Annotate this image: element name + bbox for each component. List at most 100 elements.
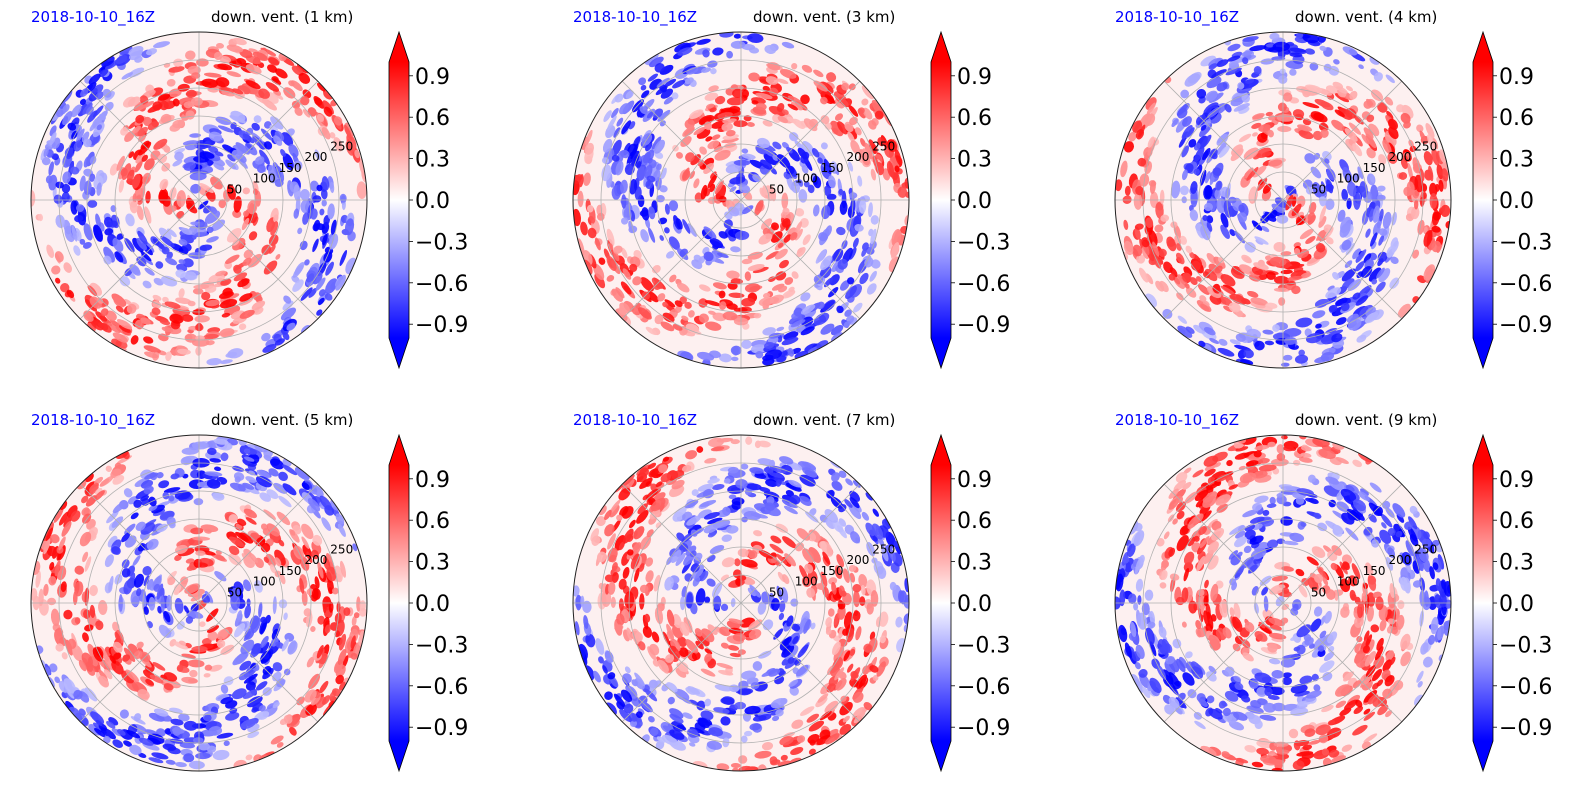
- panel-5-colorbar-tick: 0.3: [957, 551, 992, 576]
- panel-5-title: down. vent. (7 km): [753, 411, 896, 429]
- panel-1-grid-spoke: [198, 80, 319, 201]
- panel-5-rtick-100: 100: [795, 575, 818, 589]
- panel-3-rtick-50: 50: [1311, 182, 1326, 196]
- panel-1-date: 2018-10-10_16Z: [31, 8, 156, 26]
- panel-2-grid-spoke: [740, 199, 861, 320]
- panel-3-colorbar-tick: −0.6: [1499, 272, 1552, 297]
- panel-3-title: down. vent. (4 km): [1295, 8, 1438, 26]
- panel-6-colorbar-tick: −0.9: [1499, 716, 1552, 741]
- panel-2-colorbar-tick: 0.3: [957, 148, 992, 173]
- panel-1-colorbar-tick: −0.9: [415, 313, 468, 338]
- panel-5-grid-spoke: [621, 483, 742, 604]
- panel-5-colorbar-tick: −0.9: [957, 716, 1010, 741]
- panel-4-colorbar-tick: 0.3: [415, 551, 450, 576]
- panel-1-colorbar-tick: 0.3: [415, 148, 450, 173]
- panel-6-rtick-150: 150: [1363, 564, 1386, 578]
- panel-4-grid-spoke: [79, 602, 200, 723]
- panel-2-rtick-250: 250: [872, 139, 895, 153]
- panel-1-grid-spoke: [198, 199, 319, 320]
- panel-3-grid-spoke: [1282, 80, 1403, 201]
- panel-5-grid-spoke: [621, 602, 742, 723]
- panel-3-grid-spoke: [1163, 80, 1284, 201]
- panel-6-colorbar-tick: 0.3: [1499, 551, 1534, 576]
- panel-6-date: 2018-10-10_16Z: [1115, 411, 1240, 429]
- panel-5-rtick-250: 250: [872, 542, 895, 556]
- panel-6-colorbar-tick: −0.6: [1499, 675, 1552, 700]
- panel-5-rtick-150: 150: [821, 564, 844, 578]
- panel-1-outline: [30, 31, 368, 369]
- panel-3-date: 2018-10-10_16Z: [1115, 8, 1240, 26]
- panel-4-grid-spoke: [79, 483, 200, 604]
- panel-5-outline: [572, 434, 910, 772]
- panel-5-colorbar-tick: 0.9: [957, 468, 992, 493]
- panel-3-rtick-150: 150: [1363, 161, 1386, 175]
- panel-3-colorbar-tick: 0.0: [1499, 189, 1534, 214]
- panel-4-rtick-50: 50: [227, 585, 242, 599]
- panel-4-colorbar-tick: −0.3: [415, 633, 468, 658]
- panel-4-colorbar-tick: 0.6: [415, 509, 450, 534]
- panel-2-colorbar-tick: 0.6: [957, 106, 992, 131]
- panel-2-colorbar-tick: −0.6: [957, 272, 1010, 297]
- panel-2-grid-spoke: [621, 199, 742, 320]
- panel-5-grid-spoke: [740, 483, 861, 604]
- panel-1-rtick-150: 150: [279, 161, 302, 175]
- panel-1-colorbar-tick: 0.9: [415, 65, 450, 90]
- panel-3-colorbar: 0.9 0.6 0.3 0.0 −0.3 −0.6 −0.9: [1472, 30, 1552, 370]
- panel-6-colorbar-tick: −0.3: [1499, 633, 1552, 658]
- panel-3-colorbar-tick: 0.3: [1499, 148, 1534, 173]
- panel-4-grid-spoke: [198, 483, 319, 604]
- panel-5-date: 2018-10-10_16Z: [573, 411, 698, 429]
- panel-5-rtick-50: 50: [769, 585, 784, 599]
- panel-3-colorbar-tick: 0.9: [1499, 65, 1534, 90]
- panel-1-rtick-250: 250: [330, 139, 353, 153]
- panel-4-colorbar-tick: 0.9: [415, 468, 450, 493]
- panel-4-rtick-100: 100: [253, 575, 276, 589]
- panel-6-grid-spoke: [1282, 602, 1403, 723]
- panel-6-colorbar: 0.9 0.6 0.3 0.0 −0.3 −0.6 −0.9: [1472, 433, 1552, 773]
- panel-1-colorbar: 0.9 0.6 0.3 0.0 −0.3 −0.6 −0.9: [388, 30, 468, 370]
- panel-5-colorbar-tick: −0.3: [957, 633, 1010, 658]
- panel-3-grid-spoke: [1282, 199, 1403, 320]
- panel-5-colorbar-tick: 0.0: [957, 592, 992, 617]
- panel-2-grid-spoke: [621, 80, 742, 201]
- panel-2-colorbar-tick: 0.0: [957, 189, 992, 214]
- panel-2-outline: [572, 31, 910, 369]
- panel-6-title: down. vent. (9 km): [1295, 411, 1438, 429]
- panel-3-colorbar-tick: −0.3: [1499, 230, 1552, 255]
- panel-5-colorbar-tick: −0.6: [957, 675, 1010, 700]
- panel-1-colorbar-tick: −0.6: [415, 272, 468, 297]
- panel-6-grid-spoke: [1282, 483, 1403, 604]
- panel-3-outline: [1114, 31, 1452, 369]
- panel-1-grid-spoke: [79, 199, 200, 320]
- panel-3-rtick-100: 100: [1337, 172, 1360, 186]
- panel-1-title: down. vent. (1 km): [211, 8, 354, 26]
- panel-1-colorbar-tick: 0.0: [415, 189, 450, 214]
- panel-6-rtick-200: 200: [1389, 553, 1412, 567]
- panel-2-rtick-50: 50: [769, 182, 784, 196]
- panel-6-outline: [1114, 434, 1452, 772]
- panel-2-colorbar: 0.9 0.6 0.3 0.0 −0.3 −0.6 −0.9: [930, 30, 1010, 370]
- panel-1-rtick-100: 100: [253, 172, 276, 186]
- panel-1-colorbar-tick: 0.6: [415, 106, 450, 131]
- panel-4-date: 2018-10-10_16Z: [31, 411, 156, 429]
- panel-4-rtick-250: 250: [330, 542, 353, 556]
- panel-4-rtick-150: 150: [279, 564, 302, 578]
- panel-2-grid-spoke: [740, 80, 861, 201]
- panel-6-colorbar-tick: 0.9: [1499, 468, 1534, 493]
- panel-2-rtick-150: 150: [821, 161, 844, 175]
- panel-1-colorbar-tick: −0.3: [415, 230, 468, 255]
- panel-5-grid-spoke: [740, 602, 861, 723]
- panel-5-colorbar: 0.9 0.6 0.3 0.0 −0.3 −0.6 −0.9: [930, 433, 1010, 773]
- panel-4-grid-spoke: [198, 602, 319, 723]
- panel-6-rtick-100: 100: [1337, 575, 1360, 589]
- panel-2-rtick-100: 100: [795, 172, 818, 186]
- panel-4-colorbar: 0.9 0.6 0.3 0.0 −0.3 −0.6 −0.9: [388, 433, 468, 773]
- panel-2-date: 2018-10-10_16Z: [573, 8, 698, 26]
- panel-6-rtick-250: 250: [1414, 542, 1437, 556]
- panel-2-rtick-200: 200: [847, 150, 870, 164]
